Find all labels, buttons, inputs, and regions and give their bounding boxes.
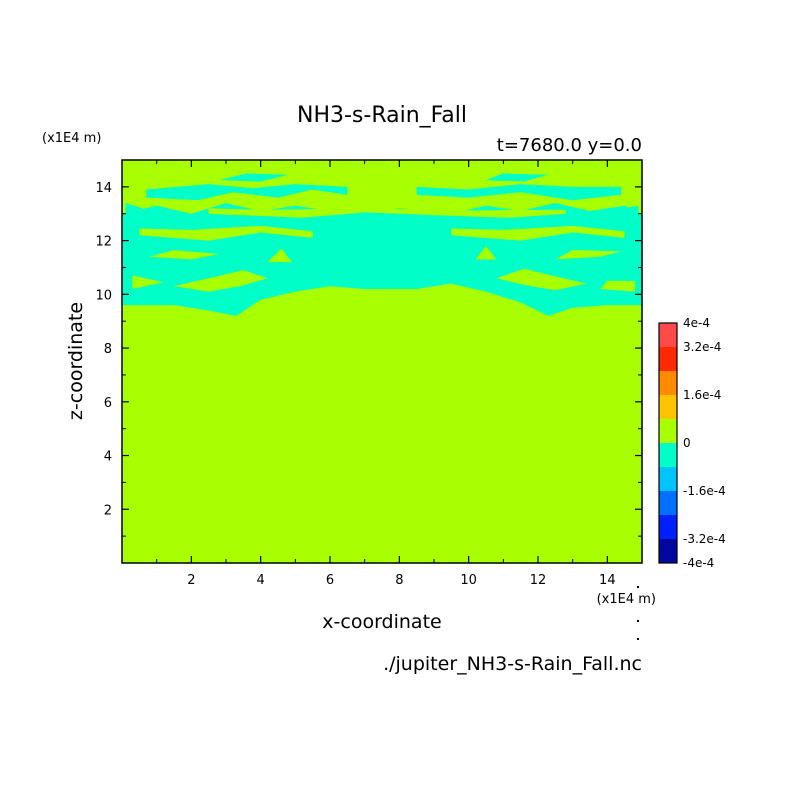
negative-band-streak (486, 173, 549, 182)
zero-value-inclusion (267, 248, 292, 263)
colorbar-segment (659, 515, 677, 539)
colorbar-tick-label: -1.6e-4 (683, 484, 726, 498)
colorbar-segment (659, 491, 677, 515)
colorbar: 4e-4 3.2e-4 1.6e-4 0 -1.6e-4 -3.2e-4 -4e-4 (658, 316, 726, 570)
zero-value-inclusion (555, 250, 622, 260)
colorbar-tick-label: -3.2e-4 (683, 532, 726, 546)
negative-band-streak (125, 202, 143, 217)
colorbar-tick-label: 0 (683, 436, 691, 450)
plot-area: 2 4 6 8 10 12 14 2 4 6 8 10 12 14 (95, 159, 643, 588)
colorbar-segment (659, 395, 677, 419)
zero-value-inclusion (600, 280, 636, 292)
y-tick-label: 6 (104, 396, 112, 411)
colorbar-tick-label: -4e-4 (683, 556, 714, 570)
colorbar-tick-label: 1.6e-4 (683, 388, 721, 402)
y-tick-label: 2 (104, 503, 112, 518)
y-tick-label: 12 (95, 235, 112, 250)
negative-band-streak (146, 184, 348, 201)
x-tick-label: 4 (257, 573, 265, 588)
zero-value-inclusion (149, 250, 220, 260)
colorbar-segment (659, 443, 677, 467)
zero-value-inclusion (174, 270, 268, 292)
y-tick-label: 14 (95, 181, 112, 196)
chart-title: NH3-s-Rain_Fall (297, 103, 467, 128)
negative-band-streak (219, 173, 289, 182)
y-tick-label: 8 (104, 342, 112, 357)
x-tick-label: 14 (599, 573, 616, 588)
colorbar-segment (659, 419, 677, 443)
marker-dot (637, 620, 639, 622)
colorbar-segment (659, 371, 677, 395)
x-tick-label: 8 (395, 573, 403, 588)
colorbar-segment (659, 323, 677, 347)
negative-value-region (122, 173, 642, 316)
zero-value-inclusion (451, 225, 625, 241)
source-file-label: ./jupiter_NH3-s-Rain_Fall.nc (383, 653, 642, 675)
zero-value-inclusion (208, 208, 566, 218)
chart-subtitle: t=7680.0 y=0.0 (497, 135, 642, 156)
x-tick-label: 2 (187, 573, 195, 588)
colorbar-tick-label: 3.2e-4 (683, 340, 721, 354)
y-axis-label: z-coordinate (65, 302, 87, 420)
marker-dot (637, 638, 639, 640)
plot-frame (121, 159, 643, 564)
zero-value-inclusion (496, 268, 587, 291)
colorbar-tick-label: 4e-4 (683, 316, 710, 330)
x-unit-label: (x1E4 m) (597, 592, 656, 607)
colorbar-segment (659, 347, 677, 371)
negative-band-streak (416, 184, 622, 201)
zero-value-inclusion (475, 245, 497, 260)
y-ticks: 2 4 6 8 10 12 14 (95, 181, 642, 518)
negative-band-streak (621, 205, 639, 220)
zero-value-inclusion (132, 275, 164, 289)
x-tick-label: 6 (326, 573, 334, 588)
x-tick-label: 12 (530, 573, 547, 588)
x-axis-label: x-coordinate (322, 611, 441, 633)
y-tick-label: 10 (95, 288, 112, 303)
zero-value-inclusion (139, 225, 313, 241)
marker-dot (637, 586, 639, 588)
x-tick-label: 10 (460, 573, 477, 588)
y-unit-label: (x1E4 m) (42, 131, 101, 146)
x-ticks: 2 4 6 8 10 12 14 (122, 160, 642, 588)
colorbar-frame (658, 322, 678, 564)
colorbar-segment (659, 539, 677, 563)
y-tick-label: 4 (104, 450, 112, 465)
colorbar-segment (659, 467, 677, 491)
